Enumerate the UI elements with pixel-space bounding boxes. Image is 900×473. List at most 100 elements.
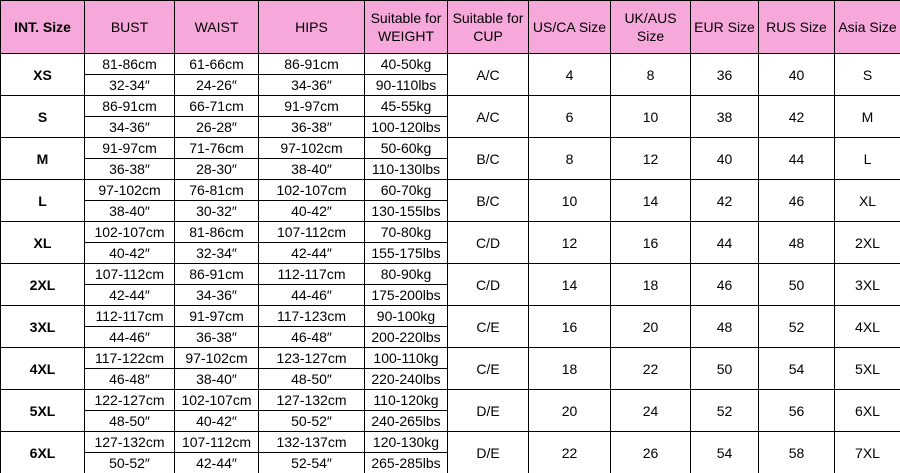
hips-imperial: 38-40″ (258, 158, 365, 180)
us-size: 22 (528, 431, 611, 473)
weight-imperial: 220-240lbs (364, 368, 448, 390)
bust-imperial: 42-44″ (84, 284, 175, 306)
rus-size: 40 (758, 53, 835, 96)
size-label: 2XL (0, 263, 85, 306)
waist-metric: 61-66cm (174, 53, 259, 75)
bust-imperial: 46-48″ (84, 368, 175, 390)
waist-metric: 66-71cm (174, 95, 259, 117)
asia-size: 2XL (834, 221, 900, 264)
weight-metric: 110-120kg (364, 389, 448, 411)
asia-size: XL (834, 179, 900, 222)
us-size: 18 (528, 347, 611, 390)
us-size: 10 (528, 179, 611, 222)
waist-imperial: 32-34″ (174, 242, 259, 264)
bust-imperial: 50-52″ (84, 452, 175, 473)
size-label: 6XL (0, 431, 85, 473)
column-header: US/CA Size (528, 0, 611, 54)
waist-metric: 76-81cm (174, 179, 259, 201)
bust-imperial: 40-42″ (84, 242, 175, 264)
weight-metric: 80-90kg (364, 263, 448, 285)
waist-metric: 97-102cm (174, 347, 259, 369)
size-label: 3XL (0, 305, 85, 348)
waist-imperial: 36-38″ (174, 326, 259, 348)
hips-imperial: 36-38″ (258, 116, 365, 138)
column-header: BUST (84, 0, 175, 54)
size-label: 4XL (0, 347, 85, 390)
asia-size: 7XL (834, 431, 900, 473)
header-row: INT. Size BUST WAIST HIPS Suitable for WEIGH… (0, 0, 900, 54)
eur-size: 50 (690, 347, 759, 390)
bust-metric: 102-107cm (84, 221, 175, 243)
rus-size: 52 (758, 305, 835, 348)
hips-metric: 127-132cm (258, 389, 365, 411)
rus-size: 58 (758, 431, 835, 473)
size-row: 3XL 112-117cm 91-97cm 117-123cm 90-100kg C/E 1… (0, 305, 900, 348)
hips-metric: 107-112cm (258, 221, 365, 243)
cup: C/E (447, 347, 529, 390)
us-size: 12 (528, 221, 611, 264)
waist-metric: 81-86cm (174, 221, 259, 243)
column-header: Suitable for WEIGHT (364, 0, 448, 54)
size-row-imperial: 42-44″ 34-36″ 44-46″ 175-200lbs (1, 284, 900, 306)
rus-size: 54 (758, 347, 835, 390)
rus-size: 46 (758, 179, 835, 222)
bust-imperial: 32-34″ (84, 74, 175, 96)
hips-metric: 123-127cm (258, 347, 365, 369)
size-label: XL (0, 221, 85, 264)
hips-imperial: 50-52″ (258, 410, 365, 432)
bust-imperial: 36-38″ (84, 158, 175, 180)
weight-imperial: 175-200lbs (364, 284, 448, 306)
waist-imperial: 38-40″ (174, 368, 259, 390)
size-row: 2XL 107-112cm 86-91cm 112-117cm 80-90kg C/D 14… (0, 263, 900, 306)
bust-imperial: 48-50″ (84, 410, 175, 432)
hips-metric: 132-137cm (258, 431, 365, 453)
hips-metric: 97-102cm (258, 137, 365, 159)
bust-metric: 81-86cm (84, 53, 175, 75)
weight-imperial: 110-130lbs (364, 158, 448, 180)
bust-metric: 122-127cm (84, 389, 175, 411)
bust-metric: 117-122cm (84, 347, 175, 369)
weight-metric: 100-110kg (364, 347, 448, 369)
size-row-imperial: 40-42″ 32-34″ 42-44″ 155-175lbs (1, 242, 900, 264)
uk-size: 8 (610, 53, 691, 96)
rus-size: 44 (758, 137, 835, 180)
size-row: 6XL 127-132cm 107-112cm 132-137cm 120-130kg D… (0, 431, 900, 473)
us-size: 8 (528, 137, 611, 180)
cup: A/C (447, 95, 529, 138)
uk-size: 22 (610, 347, 691, 390)
weight-metric: 90-100kg (364, 305, 448, 327)
bust-metric: 107-112cm (84, 263, 175, 285)
size-label: M (0, 137, 85, 180)
waist-metric: 107-112cm (174, 431, 259, 453)
bust-imperial: 38-40″ (84, 200, 175, 222)
size-row: 5XL 122-127cm 102-107cm 127-132cm 110-120kg D… (0, 389, 900, 432)
asia-size: L (834, 137, 900, 180)
eur-size: 52 (690, 389, 759, 432)
hips-metric: 117-123cm (258, 305, 365, 327)
asia-size: 6XL (834, 389, 900, 432)
bust-metric: 86-91cm (84, 95, 175, 117)
weight-imperial: 265-285lbs (364, 452, 448, 473)
size-row-imperial: 48-50″ 40-42″ 50-52″ 240-265lbs (1, 410, 900, 432)
size-row-imperial: 44-46″ 36-38″ 46-48″ 200-220lbs (1, 326, 900, 348)
column-header: EUR Size (690, 0, 759, 54)
weight-imperial: 100-120lbs (364, 116, 448, 138)
column-header: HIPS (258, 0, 365, 54)
column-header: UK/AUS Size (610, 0, 691, 54)
bust-metric: 97-102cm (84, 179, 175, 201)
weight-metric: 45-55kg (364, 95, 448, 117)
eur-size: 46 (690, 263, 759, 306)
eur-size: 40 (690, 137, 759, 180)
bust-metric: 112-117cm (84, 305, 175, 327)
hips-imperial: 48-50″ (258, 368, 365, 390)
asia-size: 4XL (834, 305, 900, 348)
size-row-imperial: 50-52″ 42-44″ 52-54″ 265-285lbs (1, 452, 900, 473)
hips-metric: 112-117cm (258, 263, 365, 285)
uk-size: 26 (610, 431, 691, 473)
cup: C/D (447, 221, 529, 264)
size-row: XS 81-86cm 61-66cm 86-91cm 40-50kg A/C 4 8 36 40 S (0, 53, 900, 96)
cup: A/C (447, 53, 529, 96)
asia-size: S (834, 53, 900, 96)
table-body: XS 81-86cm 61-66cm 86-91cm 40-50kg A/C 4 8 36 40 S… (0, 53, 900, 473)
